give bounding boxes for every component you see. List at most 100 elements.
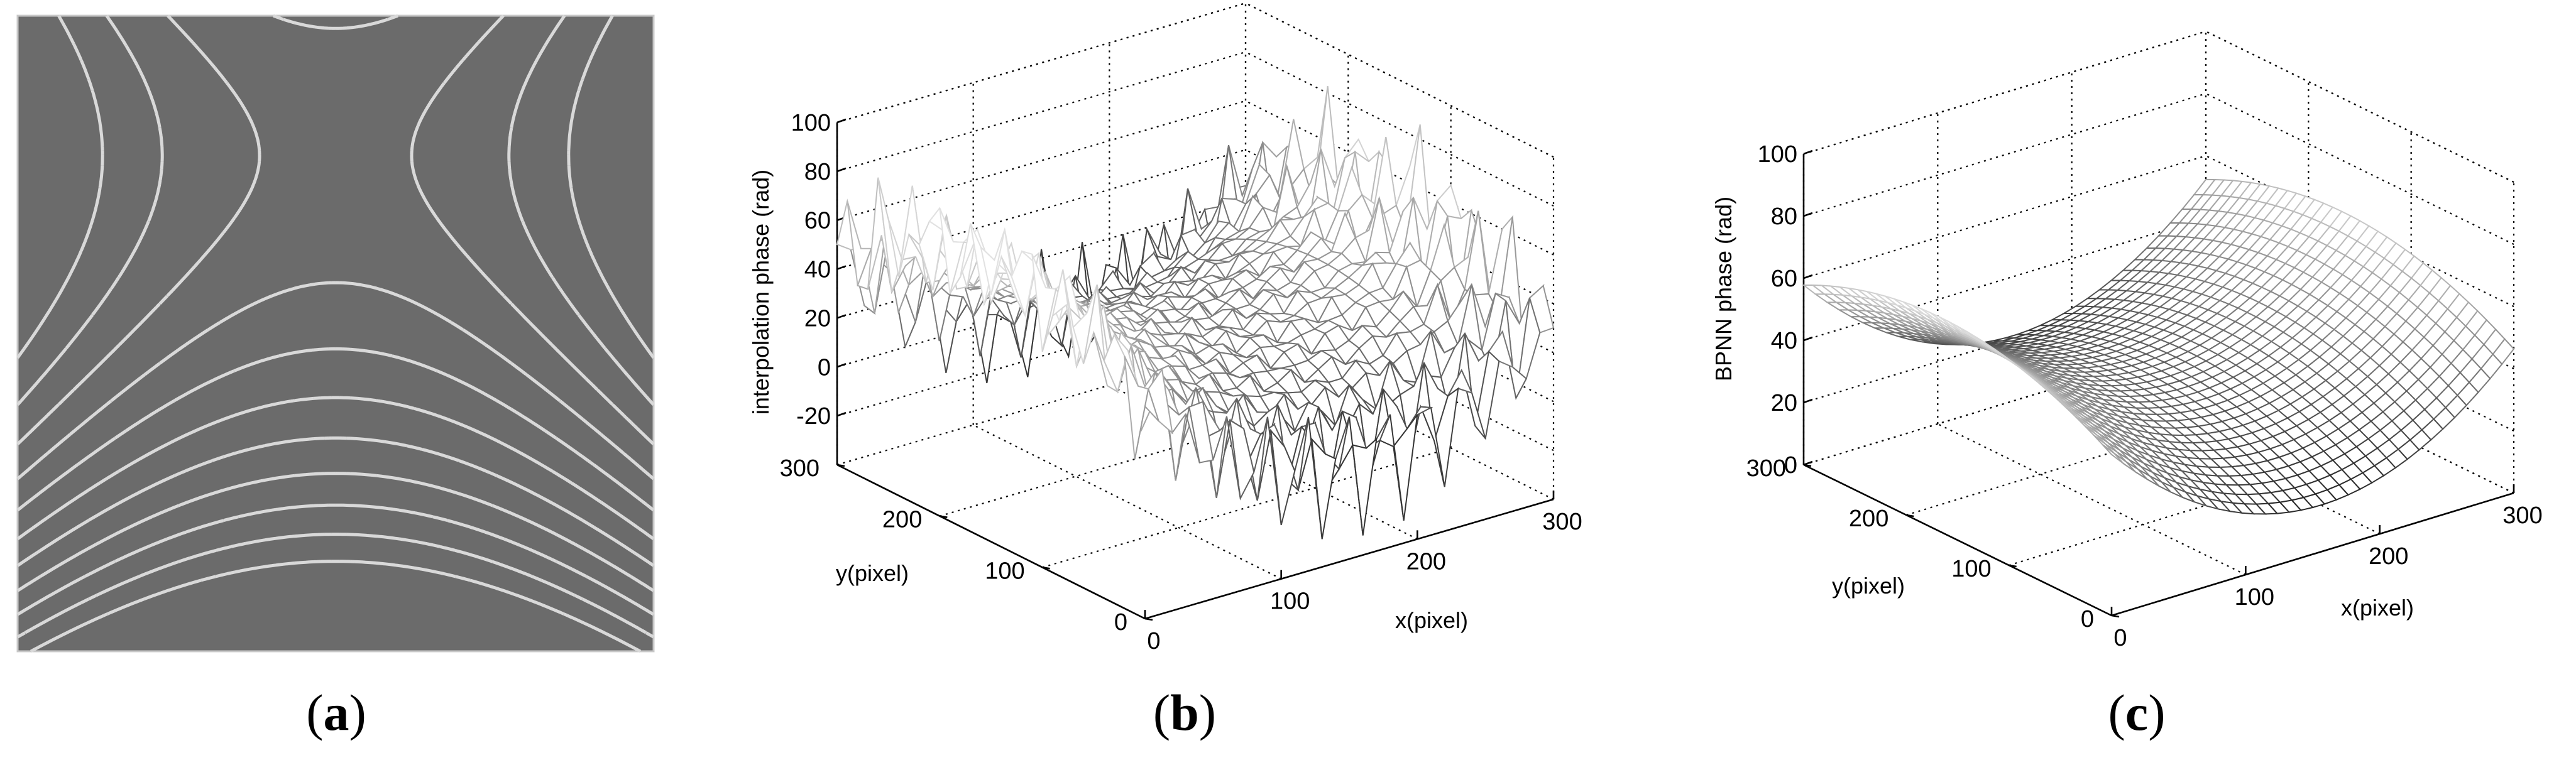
fringe-line [30,560,642,653]
bpnn-y-tick-mark [2111,614,2120,618]
interpolation-grid-line [836,296,1246,417]
interpolation-box-edge [836,2,1246,124]
interpolation-grid-line [836,344,1246,466]
bpnn-grid-line [1937,423,2246,575]
bpnn-z-tick-label: 100 [1758,141,1797,168]
interpolation-grid-line [1245,296,1554,452]
bpnn-y-tick-label: 300 [1746,455,1786,482]
interpolation-grid-line [1245,345,1554,500]
interpolation-y-tick-mark [1144,617,1153,621]
bpnn-box-edge [2205,31,2514,183]
interpolation-surface-mesh [836,86,1555,540]
bpnn-grid-line [1803,341,2206,466]
bpnn-surface-cell [2102,444,2124,464]
interpolation-grid-line [836,51,1246,172]
bpnn-x-tick-label: 100 [2235,584,2274,610]
interpolation-x-tick-label: 200 [1406,548,1446,575]
interpolation-x-axis-label: x(pixel) [1395,607,1468,633]
interpolation-y-tick-mark [940,515,948,518]
bpnn-grid-line [1803,155,2206,279]
interpolation-grid-line [1245,51,1554,207]
bpnn-z-tick-label: 40 [1771,328,1797,354]
fringe-line [16,503,655,616]
bpnn-z-tick-mark [1803,274,1813,279]
interpolation-surface-cell [1352,437,1378,536]
interpolation-y-axis-label: y(pixel) [836,560,909,586]
bpnn-z-tick-label: 60 [1771,266,1797,292]
interpolation-y-tick-label: 0 [1114,609,1127,636]
fringe-pattern-panel [16,14,655,653]
interpolation-grid-line [940,396,1349,517]
panel-label-c: (c) [2108,684,2166,741]
bpnn-x-tick-label: 200 [2369,543,2408,570]
bpnn-surface-mesh [1802,178,2515,515]
bpnn-z-tick-label: 0 [1784,452,1797,479]
bpnn-x-axis-line [2111,492,2514,617]
bpnn-z-axis-label: BPNN phase (rad) [1711,197,1736,381]
interpolation-z-tick-mark [836,265,847,270]
fringe-line [16,14,655,406]
bpnn-y-tick-label: 0 [2081,606,2094,632]
bpnn-x-tick-label: 0 [2113,625,2127,651]
interpolation-x-axis-line [1144,498,1554,620]
interpolation-z-tick-label: 80 [804,159,831,185]
bpnn-z-tick-mark [1803,149,1813,155]
interpolation-z-tick-label: -20 [796,403,831,430]
fringe-line [16,533,655,639]
fringe-line [16,14,655,445]
panel-label-a: (a) [306,684,366,741]
interpolation-x-tick-label: 0 [1147,628,1160,654]
interpolation-z-tick-label: 100 [791,110,831,136]
bpnn-y-tick-label: 100 [1951,556,1991,582]
bpnn-z-tick-label: 80 [1771,203,1797,230]
interpolation-surface-panel: -20 0 20 40 60 80 100 0 100 200 300 0 100 200 300 inte… [748,2,1582,654]
interpolation-y-tick-mark [1042,567,1050,570]
interpolation-z-tick-mark [836,118,847,124]
interpolation-z-tick-label: 0 [818,354,831,381]
interpolation-box-edge [1245,3,1554,158]
interpolation-z-tick-label: 40 [804,257,831,283]
interpolation-tick-labels: -20 0 20 40 60 80 100 0 100 200 300 0 100 200 300 [780,110,1582,654]
bpnn-y-tick-label: 200 [1849,506,1888,532]
interpolation-z-tick-label: 60 [804,208,831,234]
fringe-background [16,14,655,653]
interpolation-grid-line [1245,247,1554,403]
bpnn-y-axis-label: y(pixel) [1832,573,1905,599]
interpolation-grid-line [836,100,1246,221]
bpnn-grid-line [1906,391,2309,516]
bpnn-x-tick-label: 300 [2502,502,2542,529]
interpolation-z-tick-mark [836,167,847,173]
bpnn-grid-line [2009,442,2411,567]
interpolation-z-tick-mark [836,411,847,417]
bpnn-y-tick-mark [1906,514,1914,518]
bpnn-box-edge [1803,30,2206,155]
interpolation-y-tick-label: 200 [882,507,922,533]
fringe-line [16,396,655,541]
bpnn-y-tick-mark [2009,564,2017,568]
bpnn-z-tick-mark [1803,398,1813,404]
bpnn-z-tick-mark [1803,336,1813,342]
interpolation-x-tick-label: 100 [1270,589,1310,615]
bpnn-grid-line [2205,93,2514,245]
fringe-line [16,14,655,480]
interpolation-z-tick-mark [836,314,847,319]
panel-label-b: (b) [1153,684,1217,741]
interpolation-y-tick-mark [836,464,845,467]
interpolation-grid-line [973,424,1282,580]
bpnn-x-axis-label: x(pixel) [2341,595,2414,621]
interpolation-y-tick-label: 100 [985,558,1024,584]
fringe-line [16,347,655,512]
interpolation-z-axis-label: interpolation phase (rad) [748,170,774,415]
interpolation-y-axis-line [836,464,1146,620]
bpnn-y-tick-mark [1803,464,1812,467]
interpolation-z-tick-mark [836,363,847,368]
interpolation-x-tick-label: 300 [1542,509,1582,535]
bpnn-grid-line [1803,279,2206,404]
interpolation-surface-cell [1134,388,1159,460]
fringe-lines [16,14,655,653]
fringe-line [16,436,655,567]
fringe-line [16,472,655,592]
